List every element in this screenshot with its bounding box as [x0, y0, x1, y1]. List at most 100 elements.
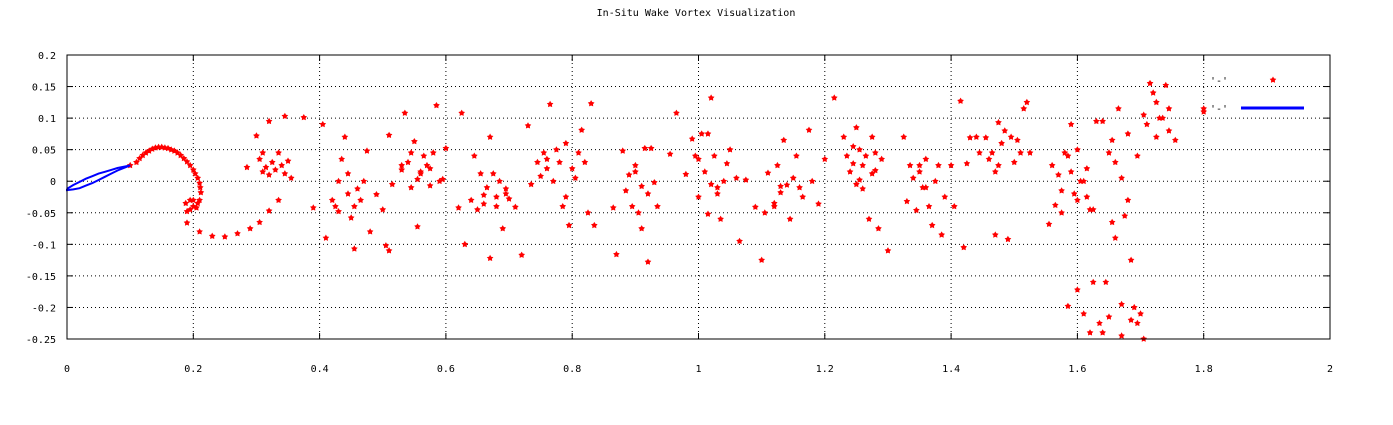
data-point: [774, 161, 781, 169]
data-point: [692, 152, 699, 159]
data-point: [1045, 220, 1053, 227]
data-point: [1007, 133, 1015, 140]
data-point: [1058, 187, 1065, 194]
data-point: [480, 200, 488, 207]
data-point: [761, 209, 769, 216]
data-point: [1165, 127, 1173, 134]
data-point: [613, 250, 620, 258]
data-point: [903, 197, 911, 205]
data-point: [281, 170, 289, 177]
data-point: [404, 158, 412, 166]
data-point: [1102, 278, 1110, 285]
data-point: [183, 219, 191, 226]
data-point: [1096, 319, 1103, 327]
data-point: [638, 225, 645, 232]
data-point: [177, 151, 184, 159]
data-point: [319, 120, 327, 128]
x-axis-tick-labels: 0 0.2 0.4 0.6 0.8 1 1.2 1.4 1.6 1.8 2: [64, 364, 1333, 375]
data-point: [985, 155, 993, 162]
data-point: [256, 218, 263, 226]
data-point: [1093, 117, 1100, 125]
data-point: [420, 152, 428, 159]
data-point: [433, 102, 440, 109]
data-point: [647, 144, 655, 152]
y-tick-label: -0.25: [26, 335, 56, 346]
data-point: [1159, 114, 1166, 121]
data-point: [777, 189, 784, 196]
data-point: [234, 230, 241, 237]
data-point: [1026, 149, 1034, 156]
data-point: [856, 176, 863, 183]
data-point: [849, 143, 857, 150]
data-point: [398, 161, 405, 169]
data-point: [246, 225, 254, 232]
data-point: [1130, 303, 1138, 311]
data-point: [913, 206, 920, 214]
data-point: [259, 149, 267, 156]
x-tick-label: 0: [64, 364, 70, 375]
data-point: [344, 190, 352, 197]
data-point: [793, 152, 800, 159]
data-point: [1124, 196, 1132, 203]
data-point: [338, 155, 345, 162]
data-point: [357, 196, 364, 203]
data-point: [638, 182, 645, 190]
data-point: [1080, 310, 1087, 317]
data-point: [938, 231, 945, 238]
data-point: [1074, 196, 1081, 203]
data-point: [335, 177, 342, 185]
data-point: [322, 234, 330, 241]
data-point: [493, 203, 500, 210]
data-point: [619, 147, 626, 154]
data-point: [635, 209, 642, 216]
data-point: [578, 126, 585, 133]
data-point: [524, 122, 532, 129]
data-point: [1140, 111, 1147, 118]
data-point: [455, 204, 462, 211]
data-point: [1149, 89, 1157, 96]
data-point: [960, 244, 968, 251]
data-point: [736, 237, 743, 244]
data-point: [644, 190, 652, 197]
data-point: [553, 146, 560, 153]
data-point: [720, 177, 728, 185]
data-point: [347, 214, 355, 221]
data-point: [518, 251, 525, 258]
data-point: [197, 189, 205, 196]
data-point: [868, 170, 876, 177]
data-point: [344, 170, 352, 177]
data-point: [714, 190, 721, 197]
data-point: [543, 155, 551, 162]
y-tick-label: -0.2: [32, 303, 56, 314]
data-point: [1067, 120, 1075, 128]
data-point: [562, 139, 570, 147]
data-point: [549, 177, 557, 185]
data-point: [575, 149, 582, 156]
data-point: [190, 196, 197, 203]
data-point: [859, 185, 866, 192]
data-point: [287, 174, 295, 181]
data-point: [916, 168, 923, 175]
data-point: [1064, 302, 1072, 309]
data-point: [268, 158, 276, 166]
data-point: [808, 177, 816, 185]
data-point: [1099, 329, 1106, 336]
x-tick-label: 0.2: [184, 364, 202, 375]
data-point: [932, 177, 939, 185]
data-point: [966, 134, 974, 141]
data-point: [950, 203, 958, 210]
data-point: [1118, 174, 1125, 181]
data-point: [499, 225, 507, 232]
data-point: [139, 151, 147, 159]
data-point: [471, 152, 478, 159]
data-point: [562, 193, 570, 200]
data-point: [1067, 168, 1075, 175]
data-point: [272, 166, 279, 173]
data-point: [496, 177, 503, 185]
data-point: [373, 191, 380, 198]
data-point: [243, 163, 251, 171]
data-point: [186, 161, 194, 169]
data-point: [758, 256, 765, 263]
grid-lines: [67, 55, 1330, 339]
